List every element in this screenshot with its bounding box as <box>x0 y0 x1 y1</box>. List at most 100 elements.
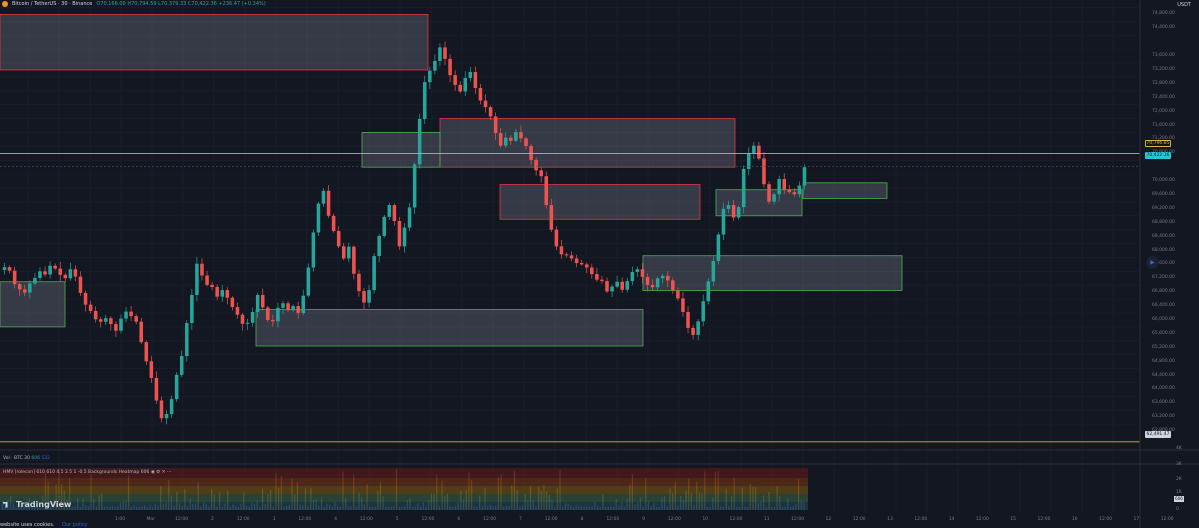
candle-body <box>291 306 295 311</box>
price-tick-label: 63,600.00 <box>1152 400 1175 406</box>
candle-body <box>417 118 422 165</box>
volume-ma-value: 532 <box>41 456 50 461</box>
candle-body <box>635 269 640 273</box>
indicator-axis-2k: 2K <box>1176 477 1182 482</box>
candle-body <box>498 133 503 146</box>
time-tick-label: 17 <box>1133 517 1140 522</box>
candle-body <box>797 185 802 195</box>
time-tick-label: 3 <box>272 517 276 522</box>
candle-body <box>271 319 275 322</box>
candle-body <box>124 311 128 319</box>
tradingview-mark-icon <box>3 501 8 508</box>
price-tick-label: 69,200.00 <box>1152 205 1175 211</box>
candle-body <box>311 232 316 268</box>
candle-body <box>205 275 209 285</box>
time-tick-label: 6 <box>457 517 461 522</box>
upper-level-badge: 70,796.85 <box>1145 140 1171 147</box>
candle-body <box>281 303 285 308</box>
candle-body <box>716 234 721 261</box>
candle-body <box>169 399 174 415</box>
candle-body <box>544 176 549 206</box>
candle-body <box>114 324 118 331</box>
bitcoin-icon <box>2 1 8 7</box>
candle-body <box>453 75 457 85</box>
price-tick-label: 73,200.00 <box>1152 66 1175 72</box>
price-tick-label: 68,000.00 <box>1152 247 1175 253</box>
demand-zone <box>255 309 644 347</box>
price-tick-label: 68,800.00 <box>1152 219 1175 225</box>
candle-body <box>17 284 22 290</box>
price-tick-label: 69,600.00 <box>1152 191 1175 197</box>
price-tick-label: 64,000.00 <box>1152 386 1175 392</box>
price-tick-label: 66,400.00 <box>1152 303 1175 309</box>
price-tick-label: 65,200.00 <box>1152 344 1175 350</box>
last-price-badge: 70,422.36 <box>1145 152 1171 159</box>
time-tick-label: 12:00 <box>421 517 435 522</box>
time-tick-label: 1:00 <box>114 517 126 522</box>
candle-body <box>615 281 619 287</box>
demand-zone <box>802 182 888 199</box>
candle-body <box>372 256 376 291</box>
price-tick-label: 68,400.00 <box>1152 233 1175 239</box>
candle-body <box>448 58 452 76</box>
candle-body <box>12 270 17 285</box>
candle-body <box>736 207 741 218</box>
candle-body <box>23 289 27 293</box>
candle-body <box>68 269 73 279</box>
candle-body <box>782 178 786 190</box>
candle-body <box>301 295 306 314</box>
candle-body <box>367 290 371 303</box>
candle-body <box>220 290 225 297</box>
price-tick-label: 66,800.00 <box>1152 289 1175 295</box>
candle-body <box>686 311 690 328</box>
lower-level-badge: 62,491.47 <box>1145 431 1171 438</box>
candle-body <box>2 267 7 270</box>
candle-body <box>93 310 98 320</box>
candle-body <box>549 205 554 230</box>
time-tick-label: 14 <box>948 517 955 522</box>
ohlc-values: O70,166.00 H70,794.59 L70,379.33 C70,422… <box>96 1 266 7</box>
time-tick-label: 12:00 <box>914 517 928 522</box>
currency-unit[interactable]: USDT <box>1177 2 1191 8</box>
candle-body <box>73 269 78 277</box>
candle-body <box>600 279 604 282</box>
heatmap-band <box>0 478 808 486</box>
candle-body <box>347 246 351 259</box>
demand-zone <box>642 255 903 291</box>
price-tick-label: 72,000.00 <box>1152 108 1175 114</box>
price-tick-label: 65,600.00 <box>1152 330 1175 336</box>
tradingview-logo[interactable]: TradingView <box>3 500 71 509</box>
time-tick-label: 12:00 <box>975 517 989 522</box>
candle-body <box>488 107 493 117</box>
candle-body <box>83 292 88 305</box>
time-tick-label: 4 <box>334 517 338 522</box>
candle-body <box>98 319 103 322</box>
candle-body <box>640 269 645 277</box>
candle-body <box>564 254 569 256</box>
candle-body <box>63 274 68 279</box>
price-tick-label: 67,600.00 <box>1152 261 1175 267</box>
indicator-settings-icons[interactable]: ◉ ⚙ ✕ ⋯ <box>150 470 172 475</box>
candle-body <box>433 60 437 71</box>
time-tick-label: 12:00 <box>483 517 497 522</box>
candle-body <box>109 318 113 325</box>
indicator-axis-4k: 4K <box>1176 446 1182 451</box>
candle-body <box>514 132 518 141</box>
time-tick-label: 2 <box>210 517 214 522</box>
scroll-to-realtime-button[interactable]: ▶ <box>1146 256 1159 269</box>
indicator-axis-1k: 1K <box>1176 490 1182 495</box>
candle-body <box>164 414 169 419</box>
candle-body <box>88 304 93 311</box>
candle-body <box>509 137 513 141</box>
cookie-policy-link[interactable]: Our policy <box>62 522 88 528</box>
time-tick-label: 12:00 <box>298 517 312 522</box>
candle-body <box>144 342 149 362</box>
candle-body <box>134 316 138 322</box>
candle-body <box>174 374 179 400</box>
candle-body <box>671 280 675 291</box>
symbol-header[interactable]: Bitcoin / TetherUS · 30 · Binance O70,16… <box>2 1 266 7</box>
candle-body <box>321 190 326 204</box>
candle-body <box>726 205 731 209</box>
